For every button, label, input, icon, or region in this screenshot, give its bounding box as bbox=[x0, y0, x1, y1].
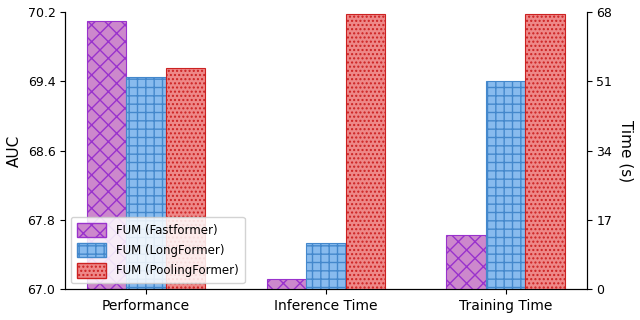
Bar bbox=[126, 77, 166, 289]
Y-axis label: AUC: AUC bbox=[7, 134, 22, 167]
Bar bbox=[486, 81, 525, 289]
Bar bbox=[166, 68, 205, 289]
Bar bbox=[346, 14, 385, 289]
Bar bbox=[306, 243, 346, 289]
Y-axis label: Time (s): Time (s) bbox=[618, 120, 633, 182]
Bar bbox=[525, 14, 565, 289]
Bar bbox=[86, 20, 126, 289]
Bar bbox=[446, 236, 486, 289]
Bar bbox=[266, 279, 306, 289]
Legend: FUM (Fastformer), FUM (LongFormer), FUM (PoolingFormer): FUM (Fastformer), FUM (LongFormer), FUM … bbox=[71, 217, 244, 284]
